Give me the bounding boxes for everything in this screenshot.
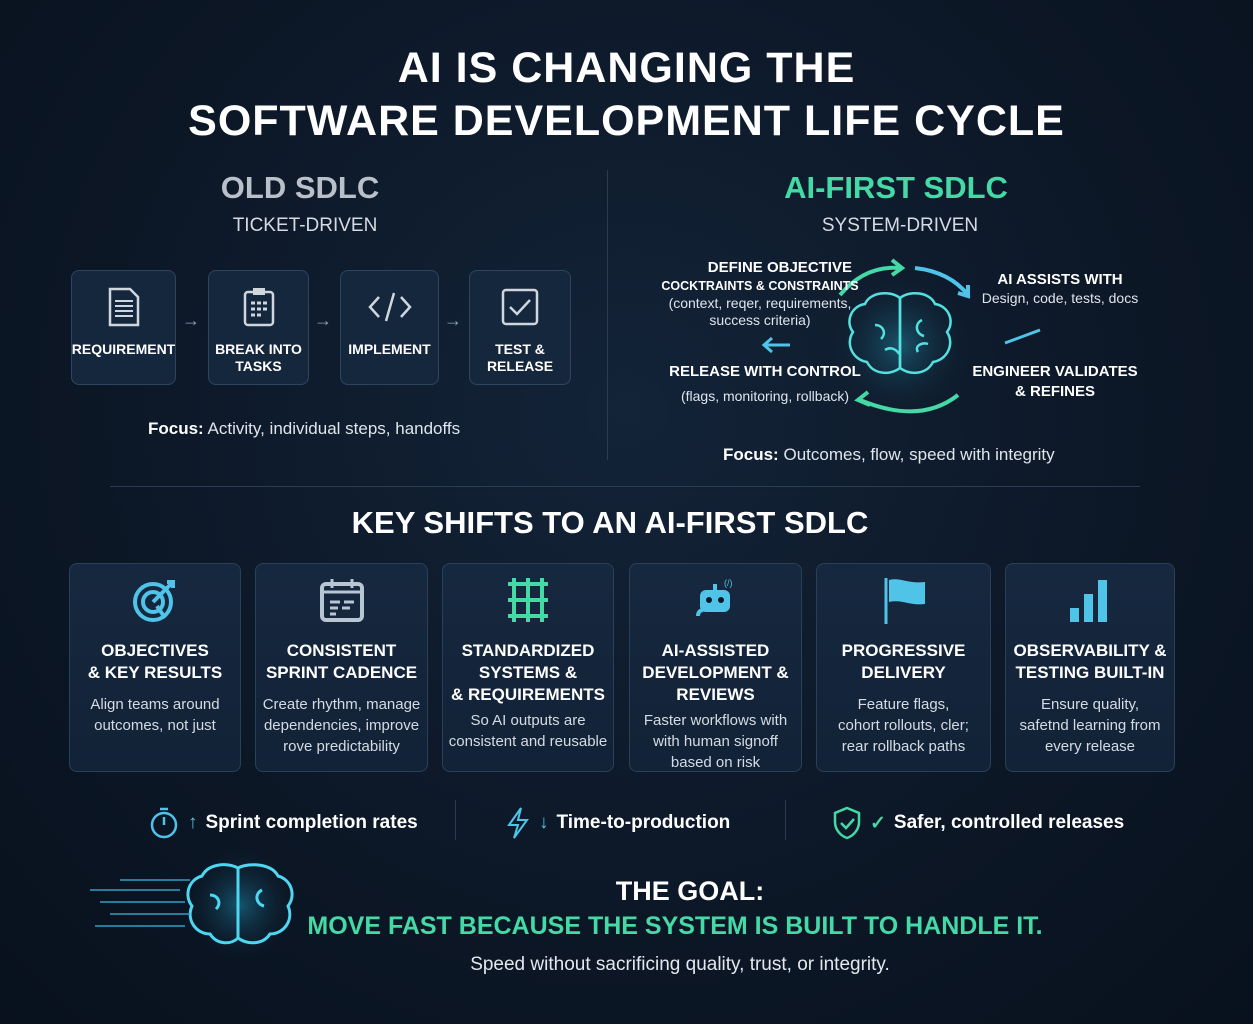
column-divider <box>607 170 608 460</box>
step-label: IMPLEMENT <box>348 341 431 357</box>
step-label: BREAK INTO TASKS <box>215 341 302 374</box>
step-break-into-tasks: BREAK INTO TASKS <box>208 270 309 385</box>
divider <box>455 800 456 840</box>
shift-card-title: OBSERVABILITY & TESTING BUILT-IN <box>1013 641 1167 682</box>
section-divider <box>110 486 1140 487</box>
robot-icon: (/) <box>630 576 801 640</box>
stat-sprint-completion: ↑ Sprint completion rates <box>148 806 418 840</box>
arrow-right-icon: → <box>314 310 332 330</box>
old-focus: Focus: Activity, individual steps, hando… <box>148 419 461 438</box>
release-with-control: RELEASE WITH CONTROL (flags, monitoring, … <box>669 363 861 404</box>
shift-card-title: CONSISTENT SPRINT CADENCE <box>265 641 418 682</box>
cycle-arrow-icon <box>859 393 960 414</box>
shift-card: (/) AI-ASSISTED DEVELOPMENT & REVIEWS Fast… <box>629 563 802 772</box>
divider <box>785 800 786 840</box>
shift-card-title: STANDARDIZED SYSTEMS & & REQUIREMENTS <box>451 641 605 704</box>
cycle-arrow-icon <box>761 336 790 354</box>
step-test-release: TEST & RELEASE <box>469 270 571 385</box>
code-icon <box>367 292 412 322</box>
grid-icon <box>443 576 613 640</box>
goal-subtitle: Speed without sacrificing quality, trust… <box>470 954 890 975</box>
shift-card: PROGRESSIVE DELIVERY Feature flags, cohor… <box>816 563 991 772</box>
ai-sdlc-heading: AI-FIRST SDLC <box>784 170 1008 205</box>
shift-card: OBJECTIVES & KEY RESULTS Align teams arou… <box>69 563 241 772</box>
step-implement: IMPLEMENT <box>340 270 439 385</box>
ai-focus: Focus: Outcomes, flow, speed with integr… <box>723 445 1055 464</box>
stat-safer-releases: ✓ Safer, controlled releases <box>832 806 1124 840</box>
shift-card-title: OBJECTIVES & KEY RESULTS <box>87 641 223 682</box>
shift-card-description: So AI outputs are consistent and reusabl… <box>448 712 608 750</box>
shift-card: STANDARDIZED SYSTEMS & & REQUIREMENTS So … <box>442 563 614 772</box>
cycle-arrow-icon <box>838 265 901 297</box>
engineer-validates: ENGINEER VALIDATES & REFINES <box>972 363 1138 400</box>
svg-text:(/): (/) <box>724 578 733 588</box>
cycle-diagram <box>761 258 1041 420</box>
shift-card-title: PROGRESSIVE DELIVERY <box>841 641 966 682</box>
shift-card-description: Faster workflows with with human signoff… <box>643 712 788 771</box>
shift-card: OBSERVABILITY & TESTING BUILT-IN Ensure q… <box>1005 563 1175 772</box>
goal-tagline: MOVE FAST BECAUSE THE SYSTEM IS BUILT TO… <box>307 912 1043 940</box>
shield-check-icon <box>833 806 861 840</box>
brain-circuit-icon <box>90 850 300 960</box>
checkbox-icon <box>501 288 539 326</box>
shift-card-title: AI-ASSISTED DEVELOPMENT & REVIEWS <box>642 641 789 704</box>
stopwatch-icon <box>150 807 178 839</box>
ai-assists: AI ASSISTS WITH Design, code, tests, docs <box>981 271 1139 306</box>
shift-card-description: Align teams around outcomes, not just <box>90 696 220 734</box>
shift-card-description: Create rhythm, manage dependencies, impr… <box>262 696 421 755</box>
key-shifts-heading: KEY SHIFTS TO AN AI-FIRST SDLC <box>351 505 869 540</box>
page-title: AI IS CHANGING THE SOFTWARE DEVELOPMENT L… <box>188 44 1065 145</box>
goal-heading: THE GOAL: <box>615 876 765 906</box>
cycle-arrow-icon <box>914 266 970 297</box>
ai-sdlc-subtitle: SYSTEM-DRIVEN <box>821 215 979 236</box>
old-sdlc-subtitle: TICKET-DRIVEN <box>232 215 378 236</box>
arrow-right-icon: → <box>182 310 200 330</box>
step-requirement: REQUIREMENT <box>71 270 176 385</box>
target-icon <box>70 576 240 640</box>
shift-card-description: Ensure quality, safetnd learning from ev… <box>1019 696 1161 755</box>
step-label: REQUIREMENT <box>71 341 176 357</box>
clipboard-icon <box>243 288 274 327</box>
stat-time-to-production: ↓ Time-to-production <box>505 806 730 840</box>
shift-card-description: Feature flags, cohort rollouts, cler; re… <box>838 696 969 755</box>
flag-icon <box>817 576 990 640</box>
define-objective: DEFINE OBJECTIVE COCKTRAINTS & CONSTRAIN… <box>661 259 859 328</box>
calendar-icon <box>256 576 427 640</box>
bar-chart-icon <box>1006 576 1174 640</box>
arrow-right-icon: → <box>444 310 462 330</box>
cycle-arrow-icon <box>1004 328 1041 345</box>
shift-card: CONSISTENT SPRINT CADENCE Create rhythm, … <box>255 563 428 772</box>
lightning-icon <box>507 807 529 839</box>
step-label: TEST & RELEASE <box>486 341 554 374</box>
old-sdlc-heading: OLD SDLC <box>220 170 380 205</box>
brain-icon <box>848 291 952 375</box>
document-icon <box>108 287 139 327</box>
